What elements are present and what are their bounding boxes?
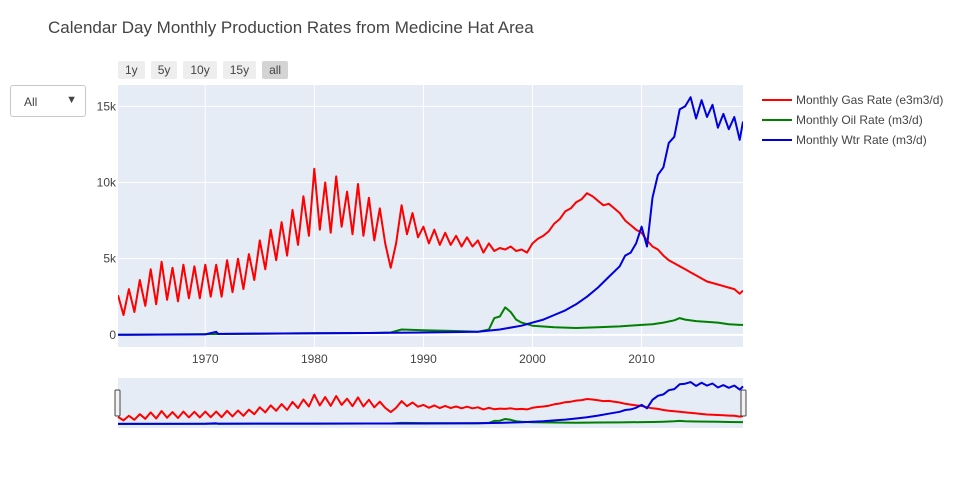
rangeslider-handle-left[interactable] [114,389,121,417]
plot-background [118,85,743,347]
rangeslider-water-line [117,381,744,425]
y-tick-label: 10k [97,175,117,189]
range-button-all[interactable]: all [262,61,289,79]
water-rate-line [118,96,743,336]
x-tick-label: 1990 [410,352,437,366]
legend-item-gas[interactable]: Monthly Gas Rate (e3m3/d) [762,90,943,110]
y-tick-label: 0 [109,328,116,342]
legend-label-gas: Monthly Gas Rate (e3m3/d) [796,93,944,107]
legend-swatch-gas [762,99,792,101]
x-tick-label: 1970 [192,352,219,366]
x-tick-label: 1980 [301,352,328,366]
legend-label-oil: Monthly Oil Rate (m3/d) [796,113,923,127]
filter-dropdown[interactable]: All ▼ [10,85,86,117]
legend: Monthly Gas Rate (e3m3/d) Monthly Oil Ra… [762,90,943,150]
chevron-down-icon: ▼ [66,94,77,106]
legend-item-oil[interactable]: Monthly Oil Rate (m3/d) [762,110,943,130]
dropdown-value: All [24,95,38,109]
chart-title: Calendar Day Monthly Production Rates fr… [48,18,534,37]
range-button-5y[interactable]: 5y [150,61,178,79]
rangeslider-background [118,378,743,428]
oil-rate-line [118,306,743,336]
range-button-10y[interactable]: 10y [183,61,217,79]
x-tick-label: 2010 [628,352,655,366]
x-tick-label: 2000 [519,352,546,366]
rangeslider-handle-right[interactable] [740,389,747,417]
range-selector: 1y 5y 10y 15y all [118,61,289,79]
legend-item-wtr[interactable]: Monthly Wtr Rate (m3/d) [762,130,943,150]
range-button-1y[interactable]: 1y [118,61,145,79]
range-button-15y[interactable]: 15y [222,61,257,79]
legend-swatch-oil [762,119,792,121]
legend-swatch-wtr [762,139,792,141]
legend-label-wtr: Monthly Wtr Rate (m3/d) [796,133,927,147]
y-tick-label: 15k [97,99,117,113]
y-tick-label: 5k [103,252,117,266]
